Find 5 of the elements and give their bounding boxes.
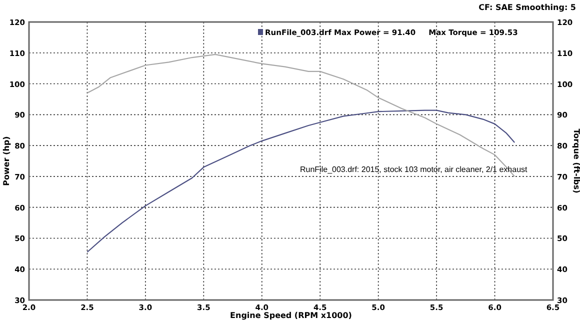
x-axis-title: Engine Speed (RPM x1000) xyxy=(230,311,352,320)
y-axis-title: Power (hp) xyxy=(2,136,11,186)
annotation: RunFile_003.drf: 2015, stock 103 motor, air cleaner, 2/1 exhaust xyxy=(300,165,528,174)
y2-axis-title: Torque (ft-lbs) xyxy=(572,128,580,194)
chart-subtitle: CF: SAE Smoothing: 5 xyxy=(478,3,576,12)
